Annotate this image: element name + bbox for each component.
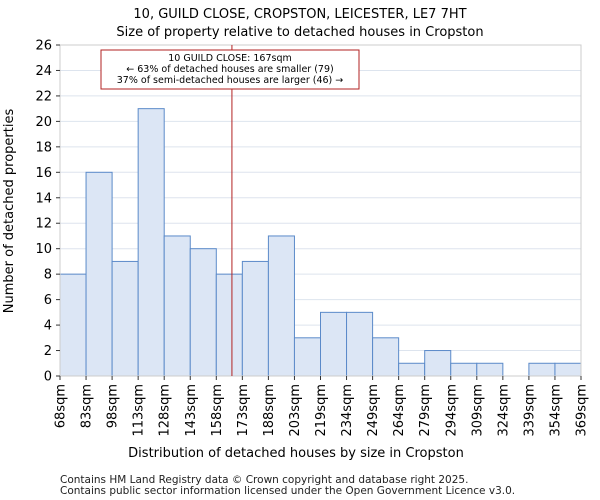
y-tick-label: 24 xyxy=(35,64,52,79)
x-tick-label: 188sqm xyxy=(262,384,277,437)
x-tick-label: 324sqm xyxy=(496,384,511,437)
x-tick-label: 158sqm xyxy=(210,384,225,437)
x-axis: 68sqm 83sqm 98sqm 113sqm 128sqm 143sqm 158sqm 1… xyxy=(54,376,590,437)
bar-203sqm xyxy=(293,337,322,377)
x-tick-label: 203sqm xyxy=(288,384,303,437)
x-tick-label: 113sqm xyxy=(132,384,147,437)
annotation-box: 10 GUILD CLOSE: 167sqm ← 63% of detached… xyxy=(100,49,360,90)
x-tick-label: 339sqm xyxy=(522,384,537,437)
bar-98sqm xyxy=(111,260,139,377)
bar-294sqm xyxy=(450,362,478,377)
y-tick-label: 2 xyxy=(44,344,52,359)
x-tick-label: 68sqm xyxy=(54,384,69,428)
x-tick-label: 234sqm xyxy=(340,384,355,437)
bar-339sqm xyxy=(528,362,556,377)
y-tick-label: 6 xyxy=(44,293,52,308)
y-tick-label: 12 xyxy=(35,217,52,232)
y-tick-label: 18 xyxy=(35,140,52,155)
x-tick-label: 143sqm xyxy=(184,384,199,437)
x-tick-label: 219sqm xyxy=(314,384,329,437)
x-tick-label: 354sqm xyxy=(548,384,563,437)
bar-279sqm xyxy=(424,350,452,377)
bar-128sqm xyxy=(163,235,191,377)
annotation-line-1: 10 GUILD CLOSE: 167sqm xyxy=(168,53,292,64)
bar-219sqm xyxy=(320,311,348,377)
bar-158sqm xyxy=(215,273,243,377)
footer-line-2: Contains public sector information licen… xyxy=(60,485,515,497)
y-tick-label: 26 xyxy=(35,39,52,54)
y-axis-label: Number of detached properties xyxy=(2,109,17,314)
annotation-line-3: 37% of semi-detached houses are larger (… xyxy=(117,75,344,86)
x-tick-label: 83sqm xyxy=(80,384,95,428)
x-tick-label: 128sqm xyxy=(158,384,173,437)
x-tick-label: 294sqm xyxy=(444,384,459,437)
x-tick-label: 279sqm xyxy=(418,384,433,437)
annotation-line-2: ← 63% of detached houses are smaller (79… xyxy=(126,64,333,75)
bar-143sqm xyxy=(189,248,217,377)
bar-188sqm xyxy=(267,235,295,377)
y-tick-label: 8 xyxy=(44,268,52,283)
chart-subtitle: Size of property relative to detached ho… xyxy=(116,25,483,40)
x-axis-label: Distribution of detached houses by size … xyxy=(128,446,464,461)
bar-309sqm xyxy=(476,362,504,377)
bar-249sqm xyxy=(372,337,400,377)
x-tick-label: 173sqm xyxy=(236,384,251,437)
y-tick-label: 20 xyxy=(35,115,52,130)
bar-354sqm xyxy=(554,362,582,377)
bar-173sqm xyxy=(241,260,269,377)
bar-68sqm xyxy=(59,273,87,377)
x-tick-label: 249sqm xyxy=(366,384,381,437)
bars xyxy=(59,108,582,377)
bar-83sqm xyxy=(85,171,113,377)
footer-line-1: Contains HM Land Registry data © Crown c… xyxy=(60,474,468,486)
bar-234sqm xyxy=(346,311,374,377)
y-tick-label: 10 xyxy=(35,242,52,257)
bar-113sqm xyxy=(137,108,165,377)
y-tick-label: 0 xyxy=(44,370,52,385)
chart-title: 10, GUILD CLOSE, CROPSTON, LEICESTER, LE… xyxy=(133,7,466,22)
y-tick-label: 4 xyxy=(44,319,52,334)
y-tick-label: 22 xyxy=(35,89,52,104)
bar-264sqm xyxy=(398,362,426,377)
x-tick-label: 369sqm xyxy=(575,384,590,437)
x-tick-label: 264sqm xyxy=(392,384,407,437)
x-tick-label: 309sqm xyxy=(470,384,485,437)
y-tick-label: 16 xyxy=(35,166,52,181)
y-tick-label: 14 xyxy=(35,191,52,206)
x-tick-label: 98sqm xyxy=(106,384,121,428)
